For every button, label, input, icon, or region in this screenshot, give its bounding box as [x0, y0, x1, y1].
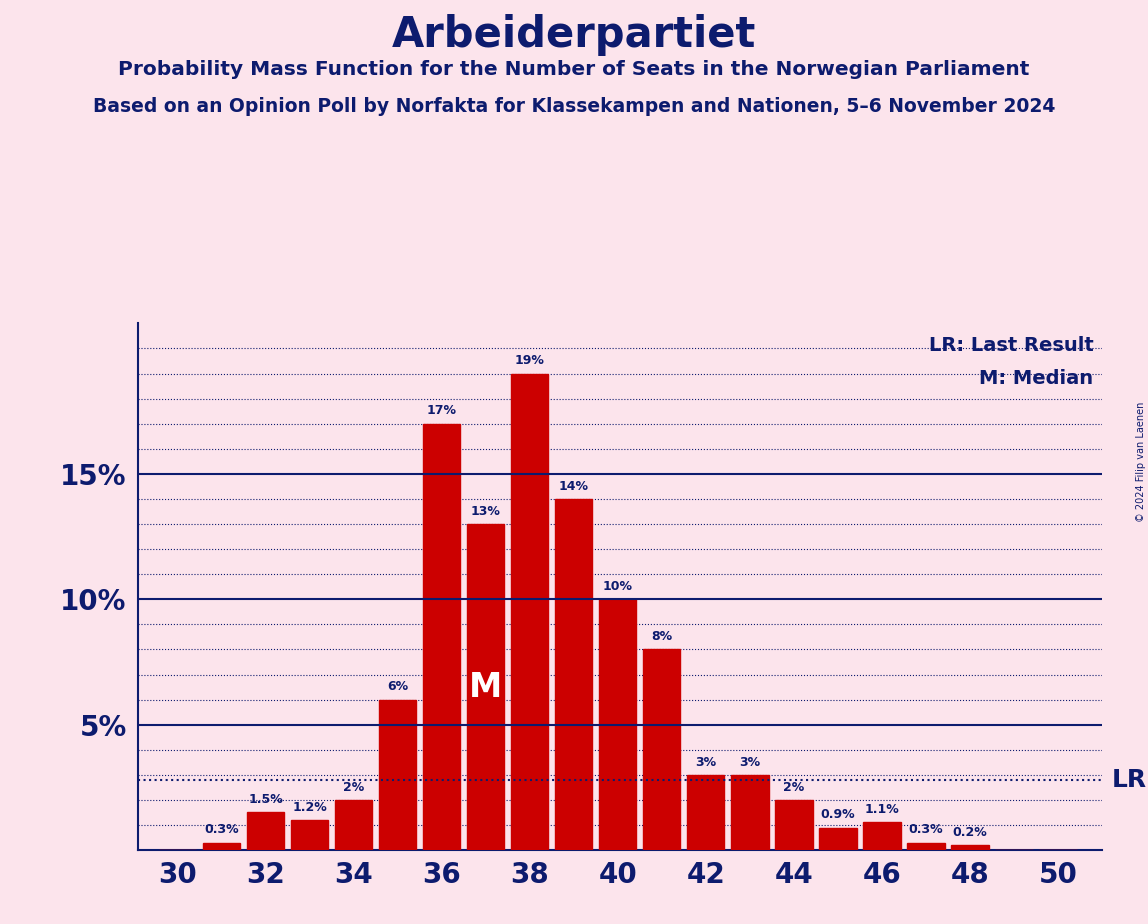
Bar	[863, 822, 901, 850]
Bar	[335, 800, 372, 850]
Text: 13%: 13%	[471, 505, 501, 517]
Bar	[952, 845, 988, 850]
Text: Based on an Opinion Poll by Norfakta for Klassekampen and Nationen, 5–6 November: Based on an Opinion Poll by Norfakta for…	[93, 97, 1055, 116]
Text: 1.5%: 1.5%	[248, 793, 282, 806]
Text: Arbeiderpartiet: Arbeiderpartiet	[391, 14, 757, 55]
Text: 10%: 10%	[603, 580, 633, 593]
Text: 2%: 2%	[783, 781, 805, 794]
Bar	[203, 843, 240, 850]
Text: 0.2%: 0.2%	[953, 826, 987, 839]
Text: 1.2%: 1.2%	[292, 801, 327, 814]
Bar	[467, 524, 504, 850]
Text: LR: Last Result: LR: Last Result	[929, 336, 1093, 355]
Text: 1.1%: 1.1%	[864, 803, 899, 816]
Bar	[247, 812, 285, 850]
Text: 2%: 2%	[343, 781, 364, 794]
Text: 0.9%: 0.9%	[821, 808, 855, 821]
Bar	[731, 775, 768, 850]
Text: 14%: 14%	[559, 480, 589, 492]
Bar	[643, 650, 681, 850]
Bar	[599, 600, 636, 850]
Bar	[554, 499, 592, 850]
Text: 3%: 3%	[696, 756, 716, 769]
Text: Probability Mass Function for the Number of Seats in the Norwegian Parliament: Probability Mass Function for the Number…	[118, 60, 1030, 79]
Bar	[775, 800, 813, 850]
Bar	[379, 699, 417, 850]
Bar	[290, 820, 328, 850]
Text: M: Median: M: Median	[979, 369, 1093, 387]
Bar	[907, 843, 945, 850]
Text: 17%: 17%	[427, 405, 457, 418]
Bar	[511, 373, 549, 850]
Bar	[820, 828, 856, 850]
Text: 0.3%: 0.3%	[908, 823, 944, 836]
Bar	[687, 775, 724, 850]
Text: 19%: 19%	[514, 354, 544, 368]
Text: LR: LR	[1111, 768, 1147, 792]
Text: © 2024 Filip van Laenen: © 2024 Filip van Laenen	[1135, 402, 1146, 522]
Bar	[422, 424, 460, 850]
Text: M: M	[470, 671, 502, 703]
Text: 6%: 6%	[387, 680, 409, 693]
Text: 0.3%: 0.3%	[204, 823, 239, 836]
Text: 3%: 3%	[739, 756, 760, 769]
Text: 8%: 8%	[651, 630, 673, 643]
